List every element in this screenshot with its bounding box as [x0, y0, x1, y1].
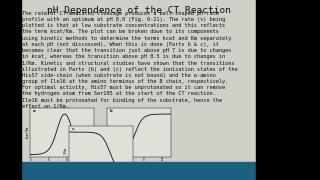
Text: The rate of CT-mediated cleavage produces a bell-shaped pH-rate
profile with an : The rate of CT-mediated cleavage produce… [22, 11, 237, 109]
X-axis label: pH: pH [61, 163, 64, 167]
Y-axis label: kcat: kcat [102, 129, 107, 136]
Text: pH Dependence of the CT Reaction: pH Dependence of the CT Reaction [47, 6, 231, 15]
Y-axis label: 1/Km: 1/Km [64, 147, 68, 154]
Text: c: c [71, 127, 74, 131]
Y-axis label: kcat/Km: kcat/Km [26, 126, 30, 138]
X-axis label: pH: pH [138, 163, 141, 167]
Text: b: b [110, 109, 112, 113]
Text: a: a [33, 109, 36, 113]
